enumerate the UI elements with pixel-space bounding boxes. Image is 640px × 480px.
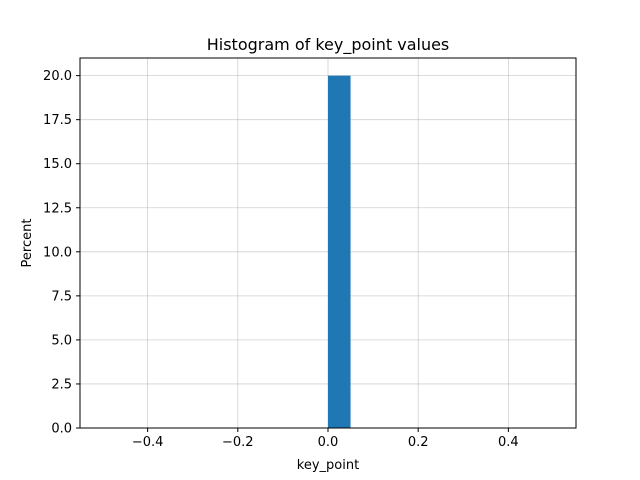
x-tick-label: −0.2 — [222, 435, 254, 450]
y-tick-label: 5.0 — [51, 333, 72, 348]
histogram-bar — [328, 75, 351, 428]
y-axis-label: Percent — [20, 219, 35, 268]
x-tick-label: 0.4 — [498, 435, 519, 450]
chart-title: Histogram of key_point values — [207, 35, 450, 55]
y-tick-label: 2.5 — [51, 377, 72, 392]
y-tick-label: 12.5 — [43, 201, 72, 216]
y-tick-label: 0.0 — [51, 422, 72, 437]
y-tick-label: 17.5 — [43, 113, 72, 128]
x-tick-label: 0.0 — [318, 435, 339, 450]
y-tick-label: 7.5 — [51, 289, 72, 304]
bars — [328, 75, 351, 428]
y-axis-ticks: 0.0 2.5 5.0 7.5 10.0 12.5 15.0 17.5 20.0 — [43, 69, 80, 437]
x-axis-ticks: −0.4 −0.2 0.0 0.2 0.4 — [132, 428, 519, 450]
y-tick-label: 20.0 — [43, 69, 72, 84]
x-axis-label: key_point — [297, 458, 359, 473]
y-tick-label: 10.0 — [43, 245, 72, 260]
x-tick-label: −0.4 — [132, 435, 164, 450]
x-tick-label: 0.2 — [408, 435, 429, 450]
y-tick-label: 15.0 — [43, 157, 72, 172]
